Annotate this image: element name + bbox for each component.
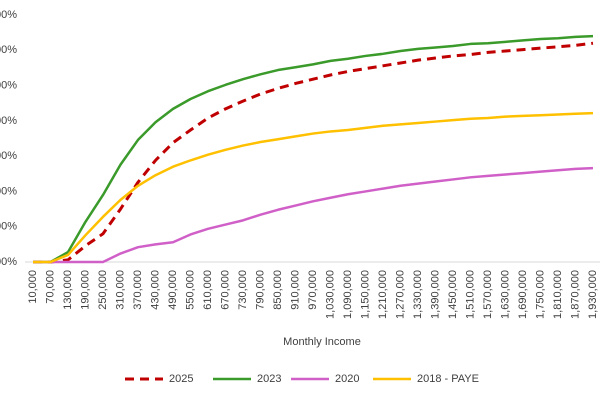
x-tick-label: 190,000 <box>79 270 91 310</box>
y-tick-label: 35.00% <box>0 9 17 21</box>
legend-item: 2025 <box>125 373 193 385</box>
legend-label: 2023 <box>257 373 281 385</box>
series-line <box>33 166 594 264</box>
legend-label: 2020 <box>335 373 359 385</box>
x-tick-label: 370,000 <box>132 270 144 310</box>
x-tick-label: 490,000 <box>167 270 179 310</box>
series-line <box>33 41 594 264</box>
y-tick-label: 0.00% <box>0 256 17 268</box>
x-tick-label: 1,390,000 <box>429 270 441 319</box>
x-tick-label: 1,510,000 <box>464 270 476 319</box>
y-tick-label: 20.00% <box>0 115 17 127</box>
x-tick-label: 10,000 <box>27 270 39 304</box>
x-tick-label: 1,750,000 <box>534 270 546 319</box>
x-tick-label: 1,270,000 <box>394 270 406 319</box>
x-tick-label: 1,690,000 <box>517 270 529 319</box>
x-tick-label: 1,090,000 <box>342 270 354 319</box>
series-line <box>33 111 594 264</box>
y-tick-label: 5.00% <box>0 221 17 233</box>
x-tick-label: 550,000 <box>184 270 196 310</box>
x-tick-label: 970,000 <box>307 270 319 310</box>
x-tick-label: 670,000 <box>219 270 231 310</box>
y-tick-label: 15.00% <box>0 150 17 162</box>
legend-item: 2020 <box>291 373 359 385</box>
x-tick-label: 910,000 <box>289 270 301 310</box>
y-tick-label: 30.00% <box>0 44 17 56</box>
legend-item: 2018 - PAYE <box>373 373 479 385</box>
x-tick-label: 250,000 <box>97 270 109 310</box>
x-tick-label: 610,000 <box>202 270 214 310</box>
legend-item: 2023 <box>213 373 281 385</box>
y-tick-label: 10.00% <box>0 185 17 197</box>
x-tick-label: 1,030,000 <box>324 270 336 319</box>
legend-label: 2025 <box>169 373 193 385</box>
x-tick-label: 850,000 <box>272 270 284 310</box>
x-tick-label: 430,000 <box>149 270 161 310</box>
x-tick-label: 130,000 <box>62 270 74 310</box>
x-tick-label: 1,810,000 <box>552 270 564 319</box>
x-tick-label: 790,000 <box>254 270 266 310</box>
x-tick-label: 1,630,000 <box>499 270 511 319</box>
x-tick-label: 1,210,000 <box>377 270 389 319</box>
x-axis-title: Monthly Income <box>283 336 361 348</box>
y-tick-label: 25.00% <box>0 79 17 91</box>
x-tick-label: 1,450,000 <box>447 270 459 319</box>
x-tick-label: 1,930,000 <box>587 270 599 319</box>
x-tick-label: 70,000 <box>44 270 56 304</box>
x-tick-label: 1,330,000 <box>412 270 424 319</box>
x-tick-label: 310,000 <box>114 270 126 310</box>
series-line <box>33 34 594 264</box>
x-tick-label: 1,870,000 <box>569 270 581 319</box>
legend-label: 2018 - PAYE <box>417 373 479 385</box>
x-tick-label: 1,570,000 <box>482 270 494 319</box>
x-tick-label: 730,000 <box>237 270 249 310</box>
x-tick-label: 1,150,000 <box>359 270 371 319</box>
